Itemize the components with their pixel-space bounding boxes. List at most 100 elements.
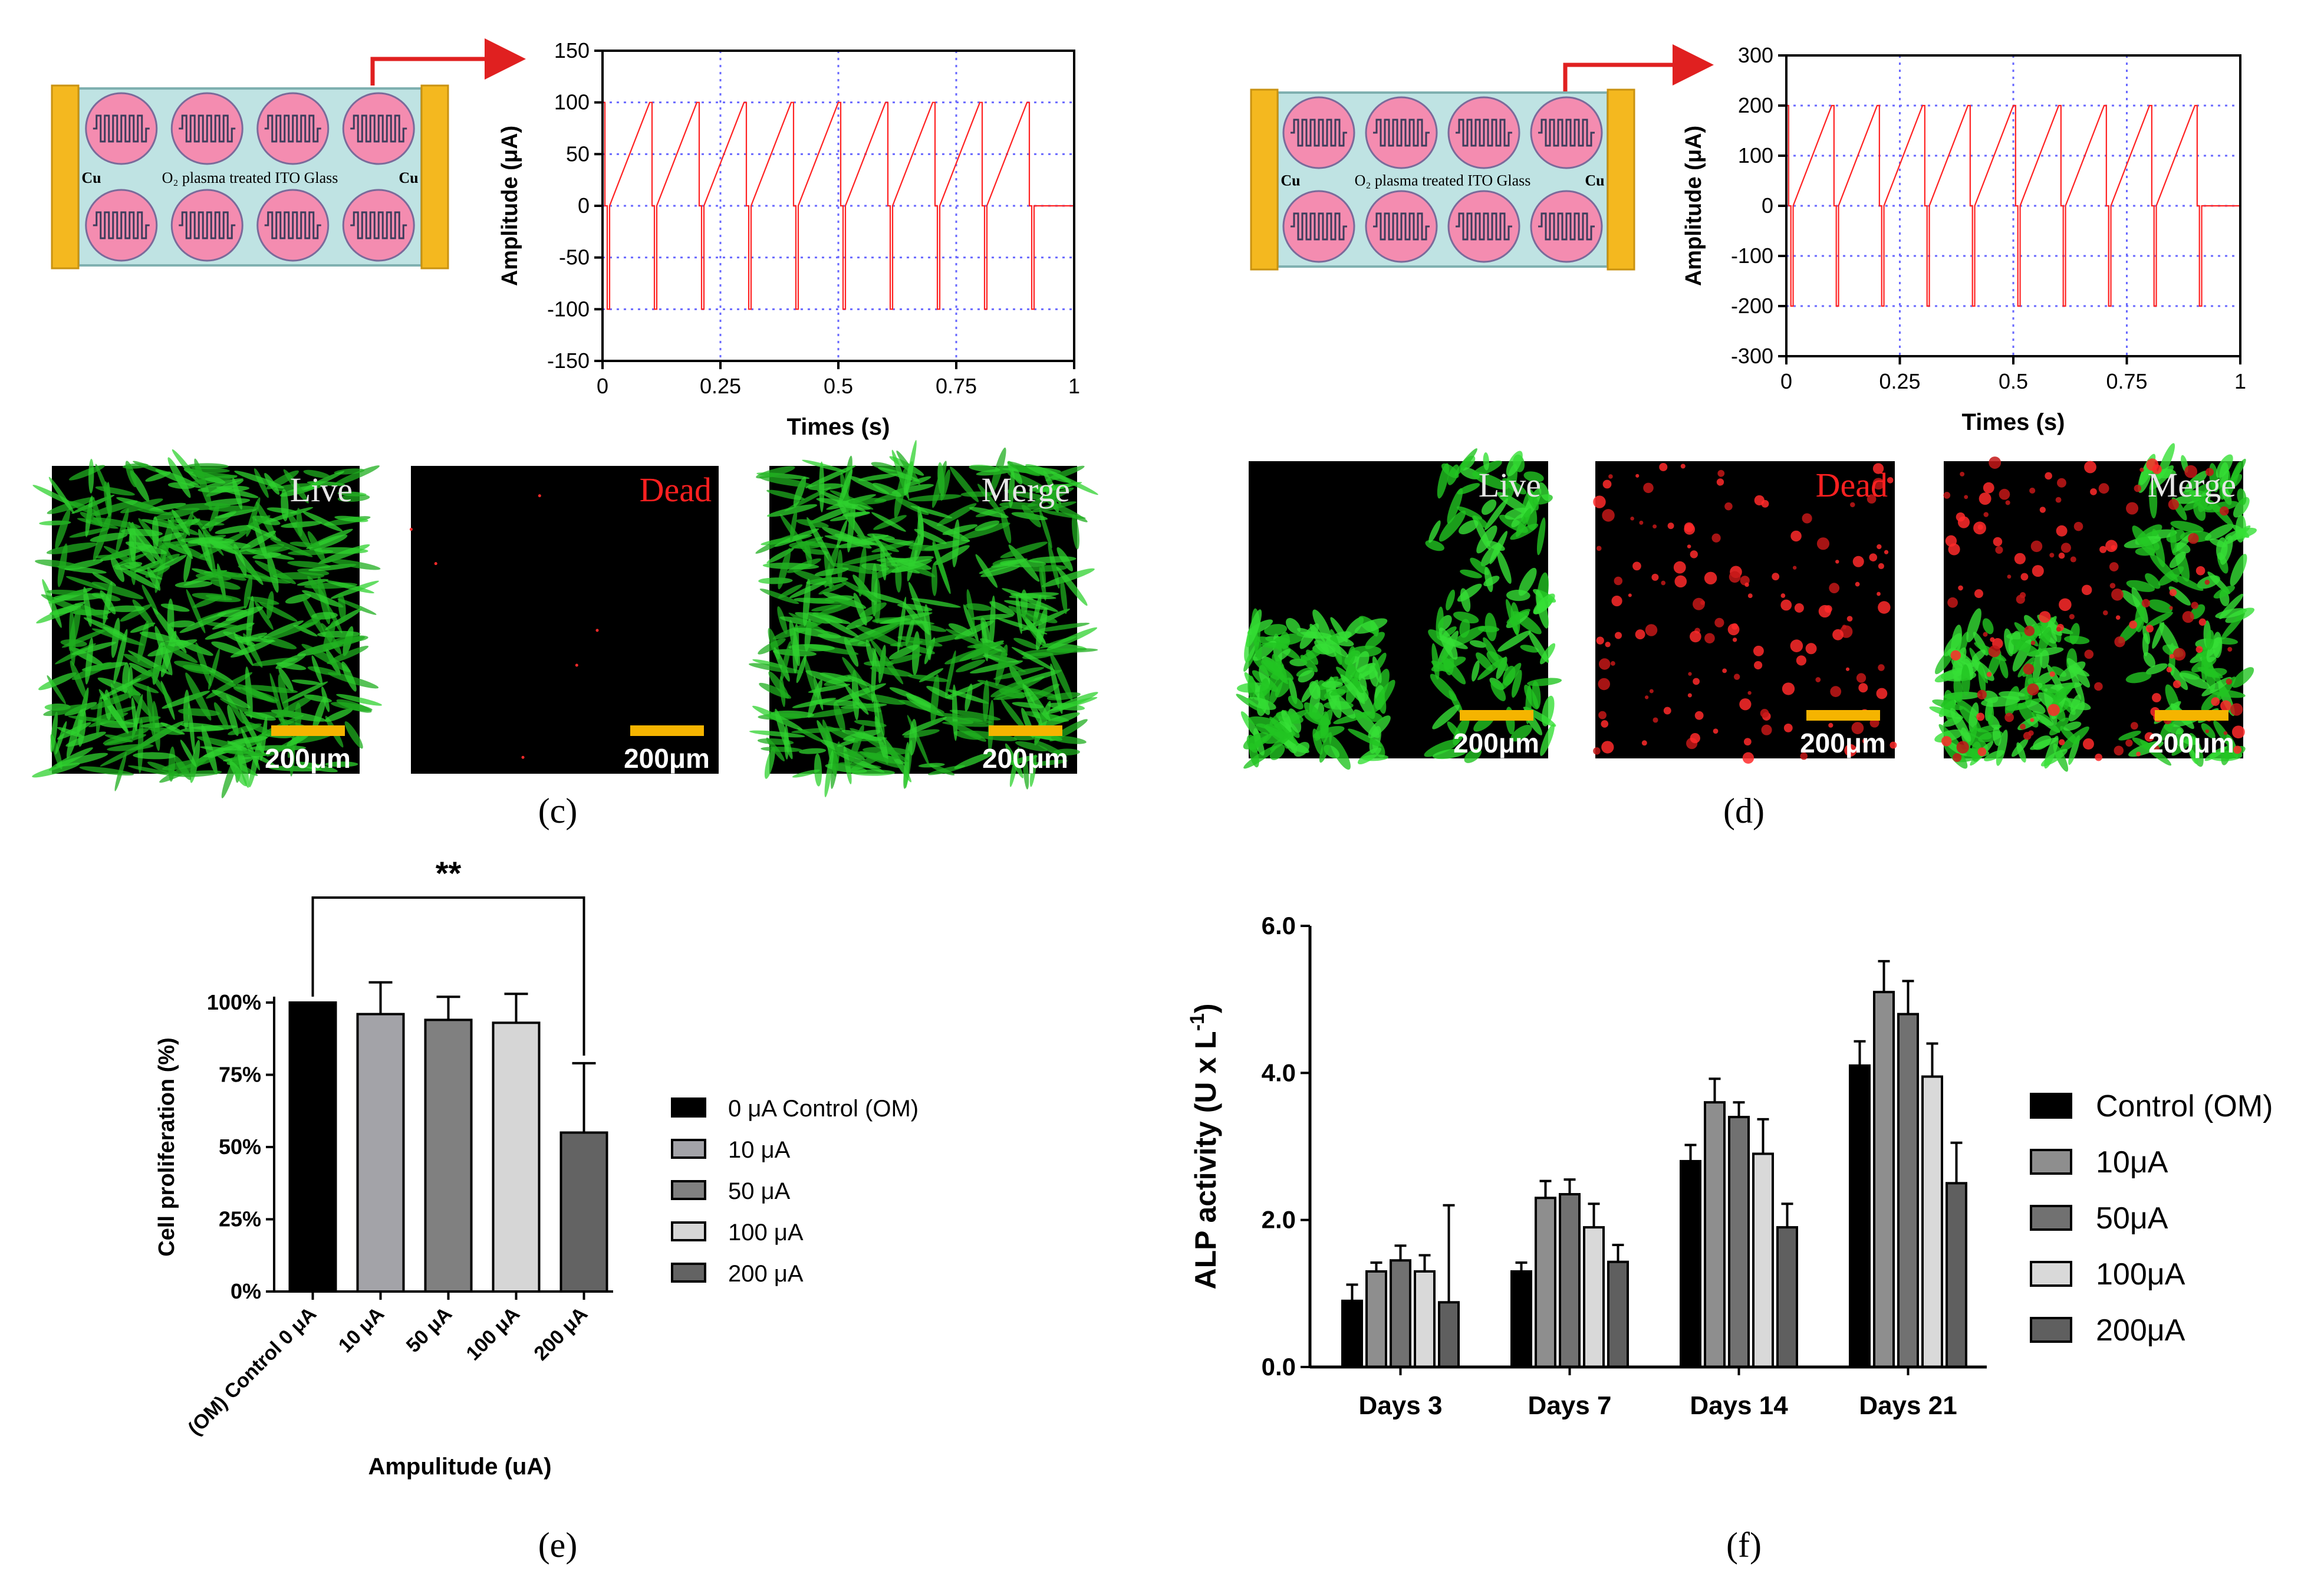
bar <box>424 1018 473 1293</box>
x-tick-label: 200 μA <box>529 1303 592 1365</box>
live-cell <box>159 541 186 549</box>
live-cell <box>1033 622 1090 632</box>
dead-cell <box>2115 615 2121 620</box>
live-cell <box>871 512 906 532</box>
live-cell <box>1952 647 1967 675</box>
dead-cell <box>1964 495 1969 500</box>
live-cell <box>1532 681 1541 709</box>
y-tick-label: 2.0 <box>1262 1206 1296 1234</box>
legend-label: 10μA <box>2096 1145 2168 1179</box>
dead-cell <box>2027 683 2039 696</box>
live-cell <box>123 653 153 669</box>
dead-cell <box>1630 517 1634 521</box>
live-cell <box>928 634 965 643</box>
live-cell <box>337 598 377 615</box>
live-cell <box>804 656 817 698</box>
live-cell <box>837 578 882 603</box>
live-cell <box>819 672 854 682</box>
live-cell <box>2170 527 2177 556</box>
dead-cell <box>2139 468 2144 472</box>
live-cell <box>1246 609 1262 648</box>
live-cell <box>2049 717 2069 736</box>
panel-label-f: (f) <box>1726 1526 1762 1565</box>
live-cell <box>174 661 210 672</box>
live-cell <box>120 498 163 514</box>
dead-cell <box>1957 516 1970 528</box>
legend-swatch <box>671 1180 706 1200</box>
live-cell <box>983 679 989 722</box>
dead-cell <box>1644 695 1649 699</box>
interdigitated-electrode <box>93 114 150 143</box>
live-cell <box>243 575 253 609</box>
dead-cell <box>1690 630 1701 643</box>
live-cell <box>807 517 835 567</box>
live-cell <box>908 719 917 755</box>
dead-cell <box>1890 741 1897 749</box>
dead-cell <box>1887 477 1894 484</box>
live-cell <box>210 580 241 590</box>
live-cell <box>93 517 141 528</box>
live-cell <box>68 715 118 724</box>
dead-cell <box>2058 552 2065 559</box>
y-tick-label: -100 <box>1731 244 1773 268</box>
live-cell <box>91 581 144 599</box>
live-cell <box>1022 684 1043 728</box>
dead-cell <box>1995 546 2003 554</box>
micrograph-cells <box>1593 462 1897 764</box>
interdigitated-electrode <box>264 211 321 239</box>
live-cell <box>275 653 307 669</box>
live-cell <box>255 560 296 584</box>
live-cell <box>1953 676 1963 702</box>
live-cell <box>930 674 940 725</box>
live-cell <box>906 694 936 709</box>
live-cell <box>1247 675 1256 699</box>
dead-cell <box>1732 638 1737 642</box>
dead-cell <box>2166 666 2172 673</box>
live-cell <box>933 545 970 566</box>
dead-cell <box>1754 661 1763 670</box>
live-cell <box>70 661 88 701</box>
live-cell <box>1029 484 1072 492</box>
live-cell <box>844 684 869 715</box>
live-cell <box>858 546 867 597</box>
dead-cell <box>1596 636 1604 645</box>
live-cell <box>872 534 900 571</box>
live-cell <box>841 730 882 741</box>
live-cell <box>239 530 276 552</box>
dead-cell <box>2230 703 2243 716</box>
y-tick-label: -100 <box>547 297 590 321</box>
dead-cell <box>2032 565 2044 577</box>
micrograph-cells <box>1236 448 1562 770</box>
dead-cell <box>1598 678 1611 691</box>
live-cell <box>1355 651 1370 673</box>
dead-cell <box>1818 604 1831 618</box>
dead-cell <box>2220 700 2231 712</box>
x-tick-label: 0 <box>1780 369 1792 393</box>
live-cell <box>777 606 788 635</box>
live-cell <box>1046 500 1088 523</box>
live-cell <box>46 542 98 554</box>
live-cell <box>824 750 834 797</box>
legend-swatch <box>671 1097 706 1118</box>
interdigitated-electrode <box>350 114 407 143</box>
dead-cell <box>2111 588 2124 601</box>
dead-cell <box>1989 456 2002 469</box>
live-cell <box>1433 748 1467 760</box>
live-cell <box>887 653 922 665</box>
live-cell <box>823 617 859 638</box>
live-cell <box>175 502 231 511</box>
dead-cell <box>2049 553 2055 558</box>
live-cell <box>761 747 802 753</box>
live-cell <box>2142 633 2149 656</box>
live-cell <box>1002 588 1034 600</box>
live-cell <box>914 528 947 544</box>
live-cell <box>894 468 907 519</box>
live-cell <box>162 757 215 771</box>
live-cell <box>266 621 318 640</box>
live-cell <box>860 751 903 768</box>
dead-cell <box>2082 738 2094 750</box>
dead-cell <box>1846 616 1853 622</box>
live-cell <box>327 645 369 664</box>
panel-label-c: (c) <box>538 791 578 830</box>
live-cell <box>55 508 71 550</box>
